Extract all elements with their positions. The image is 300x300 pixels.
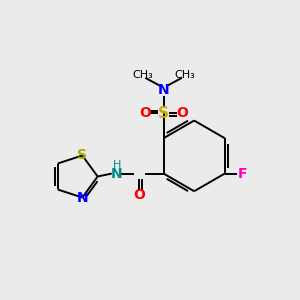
Text: F: F — [238, 167, 247, 181]
Text: S: S — [77, 148, 87, 163]
Text: O: O — [176, 106, 188, 120]
Text: H: H — [112, 160, 121, 170]
Text: O: O — [134, 188, 146, 202]
Text: N: N — [76, 190, 88, 205]
Text: CH₃: CH₃ — [132, 70, 153, 80]
Text: O: O — [140, 106, 151, 120]
Text: N: N — [111, 167, 123, 181]
Text: CH₃: CH₃ — [174, 70, 195, 80]
Text: N: N — [158, 83, 170, 97]
Text: S: S — [158, 106, 169, 121]
